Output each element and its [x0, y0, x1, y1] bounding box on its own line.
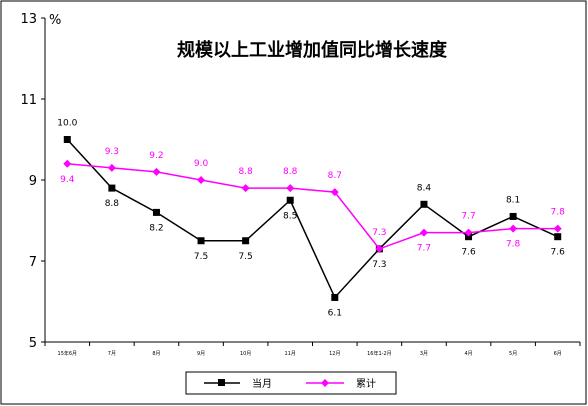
- data-point: [197, 237, 205, 245]
- x-tick-label: 3月: [420, 351, 428, 357]
- y-tick-label: 9: [29, 174, 37, 189]
- data-point: [331, 293, 339, 301]
- series-line-cumulative: [67, 163, 558, 250]
- data-label: 8.7: [328, 171, 342, 181]
- chart-title: 规模以上工业增加值同比增长速度: [177, 39, 448, 61]
- data-label: 9.2: [149, 151, 163, 161]
- data-label: 7.3: [372, 260, 386, 270]
- data-point: [330, 188, 339, 197]
- y-ticks: 5 7 9 11 13: [20, 12, 45, 351]
- data-label: 9.4: [60, 175, 75, 185]
- data-point: [286, 184, 295, 193]
- data-label: 8.4: [417, 183, 432, 193]
- data-point: [63, 136, 71, 143]
- x-tick-label: 5月: [509, 351, 517, 357]
- x-tick-label: 7月: [108, 351, 116, 357]
- data-label: 9.3: [105, 147, 119, 157]
- data-point: [375, 244, 384, 253]
- series-line-monthly: [66, 138, 559, 299]
- x-tick-label: 16年1-2月: [367, 350, 392, 357]
- x-tick-label: 8月: [152, 351, 160, 357]
- x-tick-label: 6月: [554, 351, 562, 357]
- data-label: 6.1: [328, 308, 342, 318]
- data-point: [420, 200, 428, 208]
- data-label: 7.3: [372, 228, 386, 238]
- data-point: [107, 163, 116, 172]
- y-tick-label: 7: [29, 255, 37, 270]
- data-label: 8.8: [283, 167, 298, 177]
- data-label: 8.8: [105, 199, 120, 209]
- data-point: [197, 176, 206, 184]
- data-point: [108, 184, 116, 192]
- data-label: 7.6: [461, 248, 476, 258]
- series-layer: [63, 136, 562, 301]
- data-labels: 10.0 8.8 8.2 7.5 7.5 8.5 6.1 7.3 8.4 7.6 8.1 7.6 9.4…: [57, 119, 565, 319]
- data-point: [241, 184, 250, 193]
- x-ticks: 15年6月 7月 8月 9月 10月 11月 12月 16年1-2月 3月 4月 5月 6月: [44, 342, 581, 357]
- data-point: [152, 167, 161, 176]
- x-tick-label: 4月: [464, 351, 472, 357]
- legend-box: [185, 371, 397, 395]
- legend-marker-cumulative: [321, 379, 329, 387]
- data-point: [554, 233, 562, 241]
- data-label: 7.8: [506, 240, 521, 250]
- x-tick-label: 11月: [285, 351, 296, 357]
- data-label: 7.7: [461, 212, 475, 222]
- data-point: [242, 237, 250, 245]
- legend-marker-monthly: [218, 379, 225, 386]
- data-label: 7.5: [238, 252, 252, 262]
- data-point: [509, 224, 518, 233]
- x-tick-label: 9月: [197, 351, 205, 357]
- data-point: [553, 224, 562, 233]
- data-label: 8.1: [506, 195, 520, 205]
- x-tick-label: 10月: [240, 351, 251, 357]
- legend: 当月 累计: [185, 371, 397, 395]
- y-tick-label: 11: [20, 93, 37, 108]
- data-label: 8.8: [238, 167, 253, 177]
- data-point: [465, 233, 473, 241]
- data-point: [286, 196, 294, 204]
- data-label: 10.0: [57, 119, 77, 129]
- data-point: [419, 228, 428, 237]
- data-point: [464, 228, 473, 237]
- y-tick-label: 13: [20, 12, 37, 27]
- data-point: [63, 159, 72, 168]
- x-tick-label: 15年6月: [58, 350, 78, 357]
- data-point: [509, 212, 517, 220]
- data-label: 9.0: [194, 159, 209, 169]
- legend-label-cumulative: 累计: [356, 377, 376, 390]
- y-axis-unit: %: [49, 13, 61, 28]
- data-label: 7.6: [551, 248, 566, 258]
- legend-label-monthly: 当月: [252, 377, 272, 390]
- data-point: [152, 208, 160, 216]
- y-tick-label: 5: [29, 336, 37, 351]
- data-label: 7.8: [551, 208, 566, 218]
- data-label: 7.5: [194, 252, 208, 262]
- data-label: 7.7: [417, 244, 431, 254]
- data-label: 8.2: [149, 223, 163, 233]
- data-label: 8.5: [283, 211, 297, 221]
- x-tick-label: 12月: [329, 351, 340, 357]
